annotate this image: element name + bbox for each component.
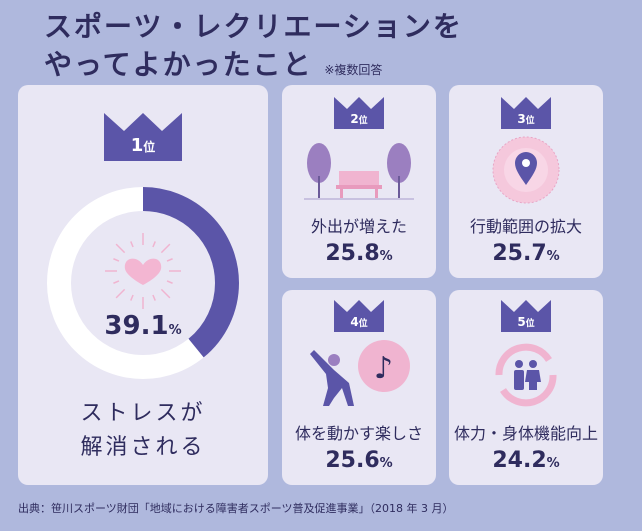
- rank-5-card: 5位 体力・身体機能向上 24.2%: [449, 290, 603, 485]
- donut-value-arc: [47, 187, 239, 379]
- rank-badge: 3位: [517, 112, 535, 126]
- page-title: スポーツ・レクリエーションを やってよかったこと ※複数回答: [44, 8, 463, 89]
- crown-icon: 2位: [334, 97, 384, 129]
- stretching-music-icon: ♪: [310, 340, 410, 406]
- heart-ray: [130, 294, 134, 301]
- crown-icon: 3位: [501, 97, 551, 129]
- heart-ray: [113, 258, 120, 262]
- rank-5-label: 体力・身体機能向上: [453, 424, 598, 443]
- heart-ray: [166, 280, 173, 284]
- rank-suffix: 位: [143, 140, 156, 154]
- rank-4-value: 25.6%: [325, 448, 393, 473]
- crown-icon: 5位: [501, 300, 551, 332]
- rank-4-card: 4位 ♪ 体を動かす楽しさ 25.6%: [282, 290, 436, 485]
- rank-badge: 1位: [104, 135, 182, 156]
- heart-ray: [152, 241, 156, 248]
- rank-3-label: 行動範囲の拡大: [469, 217, 582, 236]
- rank-badge: 2位: [350, 112, 368, 126]
- heart-ray: [115, 288, 126, 299]
- title-line-2: やってよかったこと: [44, 48, 313, 81]
- heart-ray: [113, 280, 120, 284]
- source-note: 出典：笹川スポーツ財団「地域における障害者スポーツ普及促進事業」（2018 年 …: [18, 502, 454, 515]
- rank-3-value: 25.7%: [492, 241, 560, 266]
- heart-icon: [105, 233, 181, 309]
- rank-badge: 5位: [517, 315, 535, 329]
- rank-3-card: 3位 行動範囲の拡大 25.7%: [449, 85, 603, 278]
- heart-ray: [130, 241, 134, 248]
- rank-1-value: 39.1%: [104, 311, 182, 341]
- people-cycle-icon: [495, 343, 557, 407]
- rank-5-value: 24.2%: [492, 448, 560, 473]
- svg-text:♪: ♪: [374, 351, 393, 386]
- heart-ray: [166, 258, 173, 262]
- title-note: ※複数回答: [324, 63, 383, 77]
- rank-badge: 4位: [350, 315, 368, 329]
- park-bench-icon: [304, 143, 414, 200]
- rank-2-card: 2位 外出が増えた 25.8%: [282, 85, 436, 278]
- rank-1-card: 1位 39.1% ストレスが 解消される: [18, 85, 268, 485]
- rank-number: 1: [130, 135, 144, 156]
- heart-ray: [115, 243, 126, 254]
- donut-chart: [47, 187, 239, 379]
- heart-ray: [160, 288, 171, 299]
- rank-2-label: 外出が増えた: [310, 217, 407, 236]
- location-pin-icon: [492, 136, 560, 204]
- heart-ray: [160, 243, 171, 254]
- crown-icon: 4位: [334, 300, 384, 332]
- heart-ray: [152, 294, 156, 301]
- rank-1-label: ストレスが 解消される: [80, 401, 206, 460]
- crown-icon: 1位: [104, 113, 182, 161]
- rank-2-value: 25.8%: [325, 241, 393, 266]
- title-line-1: スポーツ・レクリエーションを: [44, 10, 463, 43]
- rank-4-label: 体を動かす楽しさ: [294, 424, 423, 443]
